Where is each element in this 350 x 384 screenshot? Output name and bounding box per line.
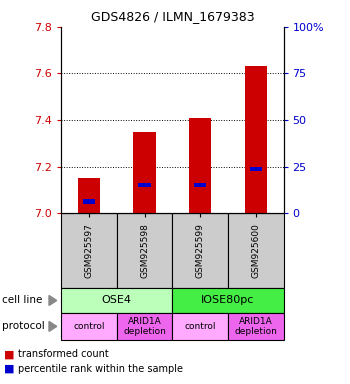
Bar	[139, 183, 151, 187]
Bar	[61, 313, 117, 340]
Bar	[61, 213, 117, 288]
Bar	[228, 213, 284, 288]
Bar	[117, 313, 172, 340]
Text: GSM925598: GSM925598	[140, 223, 149, 278]
Text: transformed count: transformed count	[18, 349, 108, 359]
Bar	[133, 132, 156, 213]
Text: control: control	[73, 322, 105, 331]
Text: cell line: cell line	[2, 295, 42, 306]
Bar	[78, 178, 100, 213]
Text: ARID1A
depletion: ARID1A depletion	[234, 317, 277, 336]
Text: ■: ■	[4, 349, 14, 359]
Bar	[250, 167, 262, 171]
Polygon shape	[49, 296, 57, 306]
Bar	[83, 199, 95, 204]
Bar	[172, 213, 228, 288]
Text: GSM925597: GSM925597	[85, 223, 93, 278]
Bar	[172, 288, 284, 313]
Bar	[61, 288, 172, 313]
Text: control: control	[184, 322, 216, 331]
Bar	[189, 118, 211, 213]
Text: GSM925600: GSM925600	[251, 223, 260, 278]
Text: percentile rank within the sample: percentile rank within the sample	[18, 364, 182, 374]
Title: GDS4826 / ILMN_1679383: GDS4826 / ILMN_1679383	[91, 10, 254, 23]
Text: OSE4: OSE4	[102, 295, 132, 306]
Bar	[194, 183, 206, 187]
Text: ■: ■	[4, 364, 14, 374]
Text: protocol: protocol	[2, 321, 44, 331]
Text: ARID1A
depletion: ARID1A depletion	[123, 317, 166, 336]
Text: IOSE80pc: IOSE80pc	[201, 295, 255, 306]
Bar	[245, 66, 267, 213]
Bar	[117, 213, 172, 288]
Bar	[228, 313, 284, 340]
Text: GSM925599: GSM925599	[196, 223, 205, 278]
Polygon shape	[49, 321, 57, 331]
Bar	[172, 313, 228, 340]
